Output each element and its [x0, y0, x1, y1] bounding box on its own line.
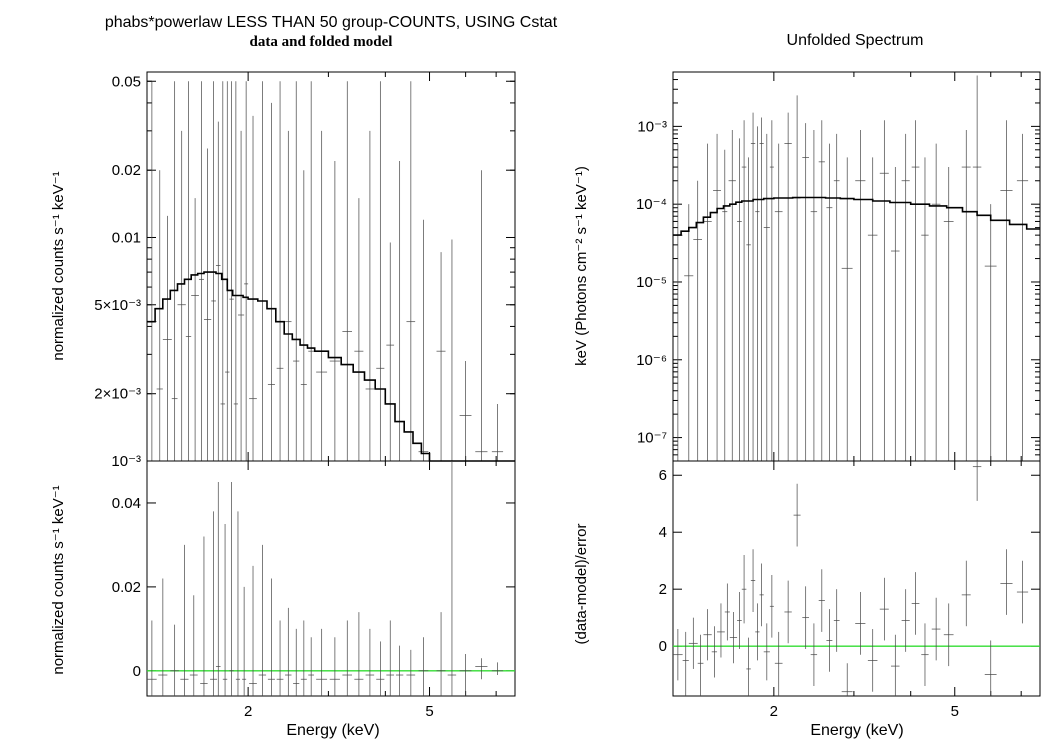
y-tick-label: 0.01	[112, 229, 141, 246]
left-xlabel: Energy (keV)	[286, 722, 379, 739]
model-step-line	[147, 271, 515, 462]
x-tick-label: 5	[951, 703, 959, 720]
panel-residuals-counts: 2 5 0.04 0.02 0	[112, 460, 516, 720]
y-tick-label: 10⁻⁵	[636, 274, 667, 291]
y-tick-label: 0.04	[112, 495, 141, 512]
y-tick-label: 0.02	[112, 579, 141, 596]
right-bottom-ylabel: (data-model)/error	[573, 524, 590, 645]
y-tick-label: 10⁻⁶	[636, 352, 667, 369]
left-top-ylabel: normalized counts s⁻¹ keV⁻¹	[50, 171, 67, 360]
y-tick-label: 4	[659, 524, 667, 541]
y-tick-label: 6	[659, 467, 667, 484]
panel-data-folded-model: 0.05 0.02 0.01 5×10⁻³ 2×10⁻³ 10⁻³	[94, 71, 516, 470]
x-tick-label: 5	[425, 703, 433, 720]
x-tick-label: 2	[770, 703, 778, 720]
plot-frame	[146, 71, 516, 462]
panel-unfolded-spectrum: 10⁻³ 10⁻⁴ 10⁻⁵ 10⁻⁶ 10⁻⁷	[636, 71, 1041, 462]
left-bottom-ylabel: normalized counts s⁻¹ keV⁻¹	[50, 485, 67, 674]
y-tick-label: 2	[659, 581, 667, 598]
y-tick-label: 10⁻³	[111, 453, 141, 470]
y-tick-label: 0.02	[112, 162, 141, 179]
x-tick-label: 2	[244, 703, 252, 720]
y-tick-label: 0	[133, 663, 141, 680]
plot-frame	[672, 460, 1041, 697]
left-subtitle: data and folded model	[250, 34, 393, 50]
plot-frame	[672, 71, 1041, 462]
model-step-line	[673, 196, 1040, 236]
y-tick-label: 2×10⁻³	[94, 386, 141, 403]
y-tick-label: 0	[659, 638, 667, 655]
left-title: phabs*powerlaw LESS THAN 50 group-COUNTS…	[105, 14, 558, 31]
y-tick-label: 0.05	[112, 73, 141, 90]
right-title: Unfolded Spectrum	[787, 32, 924, 49]
y-tick-label: 10⁻³	[637, 118, 667, 135]
plot-frame	[146, 460, 516, 697]
right-xlabel: Energy (keV)	[810, 722, 903, 739]
y-tick-label: 10⁻⁴	[636, 196, 667, 213]
y-tick-label: 5×10⁻³	[94, 297, 141, 314]
y-tick-label: 10⁻⁷	[637, 430, 667, 447]
right-top-ylabel: keV (Photons cm⁻² s⁻¹ keV⁻¹)	[573, 166, 590, 366]
panel-residuals-sigma: 2 5 6 4 2 0	[659, 460, 1041, 720]
